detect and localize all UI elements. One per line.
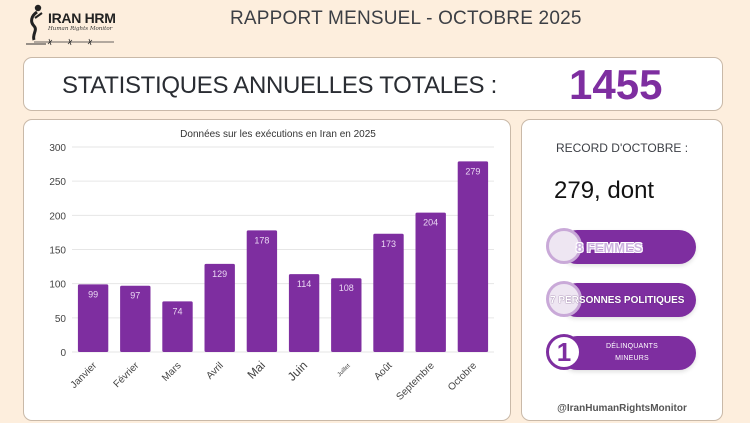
- chart-card: Données sur les exécutions en Iran en 20…: [23, 119, 511, 421]
- woman-icon: [546, 228, 582, 264]
- bar: [204, 263, 235, 352]
- x-tick-label: Septembre: [394, 360, 437, 403]
- minors-line-1: DÉLINQUANTS: [606, 343, 658, 350]
- y-tick-label: 200: [49, 211, 66, 222]
- bar: [373, 233, 404, 352]
- bar-value-label: 74: [172, 306, 182, 316]
- bar: [77, 284, 109, 352]
- y-tick-label: 300: [49, 143, 66, 154]
- x-tick-label: Février: [112, 360, 142, 390]
- minors-count-text: DÉLINQUANTS MINEURS: [606, 334, 658, 372]
- bar-value-label: 97: [130, 291, 140, 301]
- bar: [288, 274, 320, 352]
- bar-value-label: 99: [88, 289, 98, 299]
- bar-value-label: 178: [254, 235, 269, 245]
- number-one-icon: 1: [546, 334, 582, 370]
- x-tick-label: Juillet: [337, 363, 352, 378]
- x-tick-label: Août: [372, 360, 394, 382]
- minors-count-pill: 1 DÉLINQUANTS MINEURS: [546, 334, 696, 372]
- annual-total-card: STATISTIQUES ANNUELLES TOTALES : 1455: [23, 57, 723, 111]
- logo-title: IRAN HRM: [48, 10, 116, 26]
- x-tick-label: Juin: [285, 358, 310, 383]
- bar-value-label: 108: [339, 283, 354, 293]
- october-record-card: RECORD D'OCTOBRE : 279, dont 8 FEMMES 7 …: [521, 119, 723, 421]
- political-count-text: 7 PERSONNES POLITIQUES: [550, 294, 685, 306]
- women-count-pill: 8 FEMMES: [546, 228, 696, 266]
- x-tick-label: Janvier: [69, 360, 100, 391]
- minors-line-2: MINEURS: [615, 355, 649, 362]
- record-label: RECORD D'OCTOBRE :: [555, 141, 689, 155]
- bar-value-label: 204: [423, 218, 438, 228]
- social-handle: @IranHumanRightsMonitor: [557, 403, 687, 414]
- x-tick-label: Octobre: [446, 360, 479, 393]
- annual-total-label: STATISTIQUES ANNUELLES TOTALES :: [62, 72, 497, 99]
- annual-total-value: 1455: [569, 61, 663, 108]
- logo-subtitle: Human Rights Monitor: [48, 26, 113, 32]
- x-tick-label: Mars: [160, 360, 184, 384]
- bar: [457, 161, 489, 352]
- record-value: 279, dont: [554, 177, 655, 204]
- y-tick-label: 0: [60, 348, 66, 359]
- chart-title: Données sur les exécutions en Iran en 20…: [180, 129, 376, 140]
- x-tick-label: Avril: [204, 360, 225, 381]
- bar: [120, 285, 151, 352]
- person-icon: [546, 281, 582, 317]
- bar-chart: Données sur les exécutions en Iran en 20…: [49, 129, 494, 403]
- bar-value-label: 173: [381, 239, 396, 249]
- logo-figure-icon: [26, 4, 46, 45]
- y-tick-label: 50: [55, 314, 67, 325]
- bar: [415, 212, 446, 352]
- y-tick-label: 100: [49, 280, 66, 291]
- women-count-text: 8 FEMMES: [576, 239, 643, 255]
- y-tick-label: 150: [49, 246, 66, 257]
- bar: [162, 301, 193, 352]
- bar: [331, 278, 362, 352]
- page-title: RAPPORT MENSUEL - OCTOBRE 2025: [230, 8, 582, 29]
- y-tick-label: 250: [49, 177, 66, 188]
- x-tick-label: Mai: [244, 358, 268, 382]
- political-count-pill: 7 PERSONNES POLITIQUES: [546, 281, 696, 319]
- barbed-wire-icon: [34, 38, 114, 46]
- bar: [246, 230, 278, 352]
- logo: IRAN HRM Human Rights Monitor: [24, 4, 124, 46]
- bar-value-label: 129: [212, 269, 227, 279]
- bar-value-label: 114: [297, 279, 311, 289]
- bar-value-label: 279: [465, 166, 480, 176]
